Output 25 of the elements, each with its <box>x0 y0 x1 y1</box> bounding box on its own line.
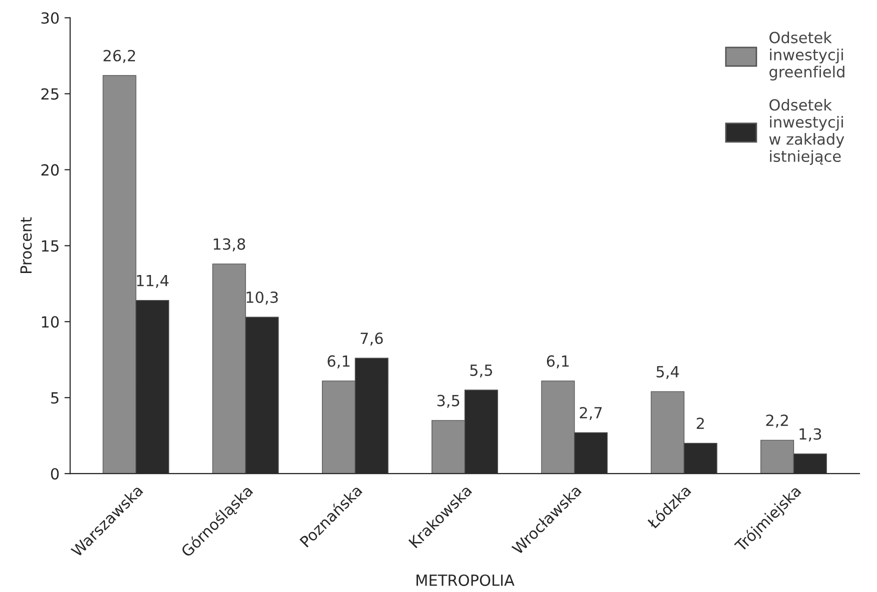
data-label: 6,1 <box>546 355 569 368</box>
y-tick-label: 30 <box>41 12 59 24</box>
y-axis-title: Procent <box>20 217 32 274</box>
x-axis-title: METROPOLIA <box>416 574 514 586</box>
data-label: 10,3 <box>246 291 278 305</box>
y-tick-label: 25 <box>41 88 58 100</box>
data-label: 7,6 <box>360 332 383 346</box>
data-label: 2,2 <box>766 414 788 428</box>
y-tick-label: 10 <box>42 316 59 328</box>
data-label: 26,2 <box>104 50 135 63</box>
data-label: 3,5 <box>437 394 460 408</box>
data-label: 2,7 <box>580 406 602 420</box>
data-label: 5,5 <box>470 364 492 378</box>
legend-label: Odsetek inwestycji w zakłady istniejące <box>769 98 844 165</box>
y-tick-label: 5 <box>51 392 58 404</box>
data-label: 11,4 <box>137 274 169 288</box>
legend-label: Odsetek inwestycji greenfield <box>769 32 844 81</box>
data-label: 1,3 <box>800 428 822 442</box>
y-tick-label: 20 <box>41 164 59 176</box>
y-tick-label: 0 <box>51 468 59 480</box>
data-label: 5,4 <box>656 366 679 380</box>
data-label: 2 <box>696 418 704 429</box>
data-label: 13,8 <box>214 238 246 252</box>
data-label: 6,1 <box>328 355 350 368</box>
y-tick-label: 15 <box>42 240 58 252</box>
